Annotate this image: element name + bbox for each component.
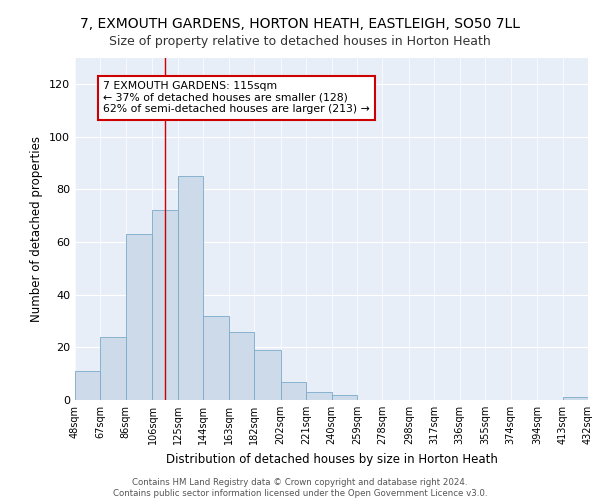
Text: Size of property relative to detached houses in Horton Heath: Size of property relative to detached ho…: [109, 35, 491, 48]
Bar: [126, 234, 152, 400]
Text: 7 EXMOUTH GARDENS: 115sqm
← 37% of detached houses are smaller (128)
62% of semi: 7 EXMOUTH GARDENS: 115sqm ← 37% of detac…: [103, 81, 370, 114]
Bar: [203, 316, 229, 400]
Bar: [229, 332, 254, 400]
Bar: [75, 371, 100, 400]
Text: Contains HM Land Registry data © Crown copyright and database right 2024.
Contai: Contains HM Land Registry data © Crown c…: [113, 478, 487, 498]
Bar: [254, 350, 281, 400]
Bar: [563, 398, 588, 400]
Text: 7, EXMOUTH GARDENS, HORTON HEATH, EASTLEIGH, SO50 7LL: 7, EXMOUTH GARDENS, HORTON HEATH, EASTLE…: [80, 18, 520, 32]
Bar: [152, 210, 178, 400]
Bar: [306, 392, 331, 400]
Bar: [100, 337, 126, 400]
Bar: [281, 382, 306, 400]
Y-axis label: Number of detached properties: Number of detached properties: [31, 136, 43, 322]
Bar: [178, 176, 203, 400]
X-axis label: Distribution of detached houses by size in Horton Heath: Distribution of detached houses by size …: [166, 452, 497, 466]
Bar: [331, 394, 357, 400]
